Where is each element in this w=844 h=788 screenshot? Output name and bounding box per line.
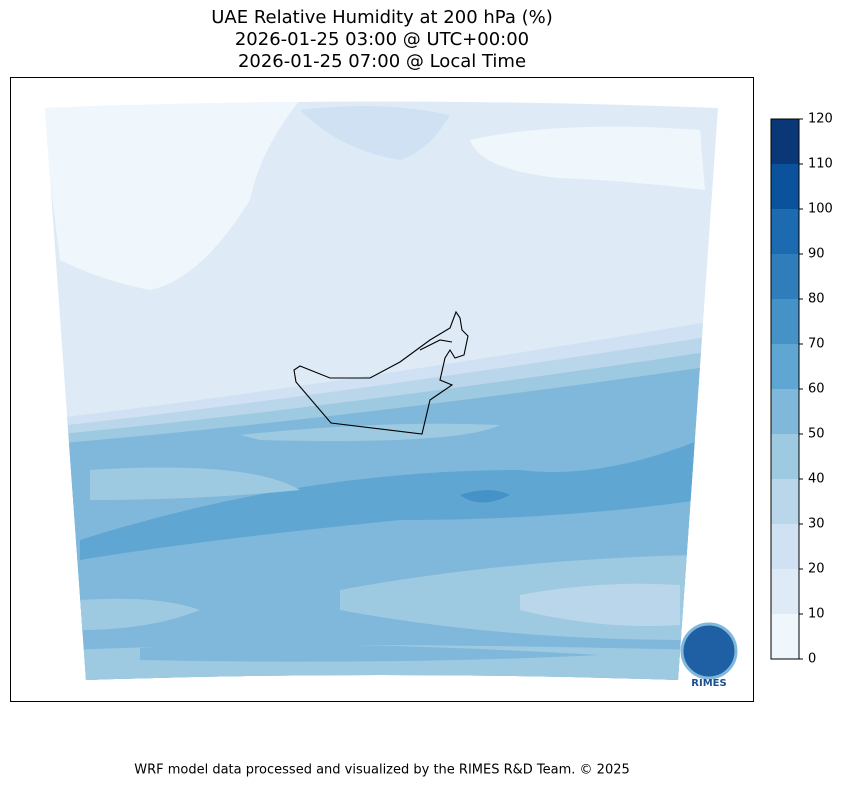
- tick-label: 100: [808, 202, 833, 217]
- contour-fill: [140, 644, 600, 662]
- title-line: 2026-01-25 07:00 @ Local Time: [238, 51, 526, 72]
- colorbar: 0 10 20 30 40 50 60 70 80 90 100 110 120: [770, 112, 833, 667]
- title-line: UAE Relative Humidity at 200 hPa (%): [211, 7, 552, 28]
- contour-fill: [80, 440, 700, 560]
- colorbar-segment: [771, 344, 799, 389]
- colorbar-segment: [771, 209, 799, 254]
- contour-fill: [300, 106, 450, 160]
- colorbar-segment: [771, 614, 799, 659]
- tick-label: 110: [808, 157, 833, 172]
- contour-fill: [80, 598, 200, 630]
- axes-frame: [10, 77, 754, 702]
- colorbar-segment: [771, 119, 799, 164]
- tick-label: 50: [808, 427, 825, 442]
- contour-fill: [90, 467, 300, 500]
- tick-label: 90: [808, 247, 825, 262]
- colorbar-segment: [771, 254, 799, 299]
- logo-text: RIMES: [691, 678, 726, 689]
- colorbar-segment: [771, 569, 799, 614]
- tick-label: 80: [808, 292, 825, 307]
- colorbar-segment: [771, 434, 799, 479]
- tick-label: 20: [808, 562, 825, 577]
- contour-fill: [470, 126, 705, 190]
- logo-badge: [680, 622, 738, 680]
- tick-label: 0: [808, 652, 816, 667]
- title-line: 2026-01-25 03:00 @ UTC+00:00: [235, 29, 529, 50]
- contour-fill: [100, 536, 150, 549]
- colorbar-segment: [771, 389, 799, 434]
- tick-label: 30: [808, 517, 825, 532]
- footer: WRF model data processed and visualized …: [134, 763, 630, 778]
- colorbar-segment: [771, 164, 799, 209]
- tick-label: 10: [808, 607, 825, 622]
- logo: RIMES: [680, 622, 738, 689]
- colorbar-segment: [771, 299, 799, 344]
- contour-fill: [520, 583, 680, 626]
- tick-label: 70: [808, 337, 825, 352]
- colorbar-segment: [771, 479, 799, 524]
- tick-label: 40: [808, 472, 825, 487]
- contour-fill: [460, 490, 510, 503]
- tick-label: 120: [808, 112, 833, 127]
- colorbar-segment: [771, 524, 799, 569]
- contour-fill: [45, 101, 300, 290]
- country-outline: [293, 310, 469, 435]
- contour-fill: [240, 423, 500, 441]
- map: [45, 101, 718, 680]
- tick-label: 60: [808, 382, 825, 397]
